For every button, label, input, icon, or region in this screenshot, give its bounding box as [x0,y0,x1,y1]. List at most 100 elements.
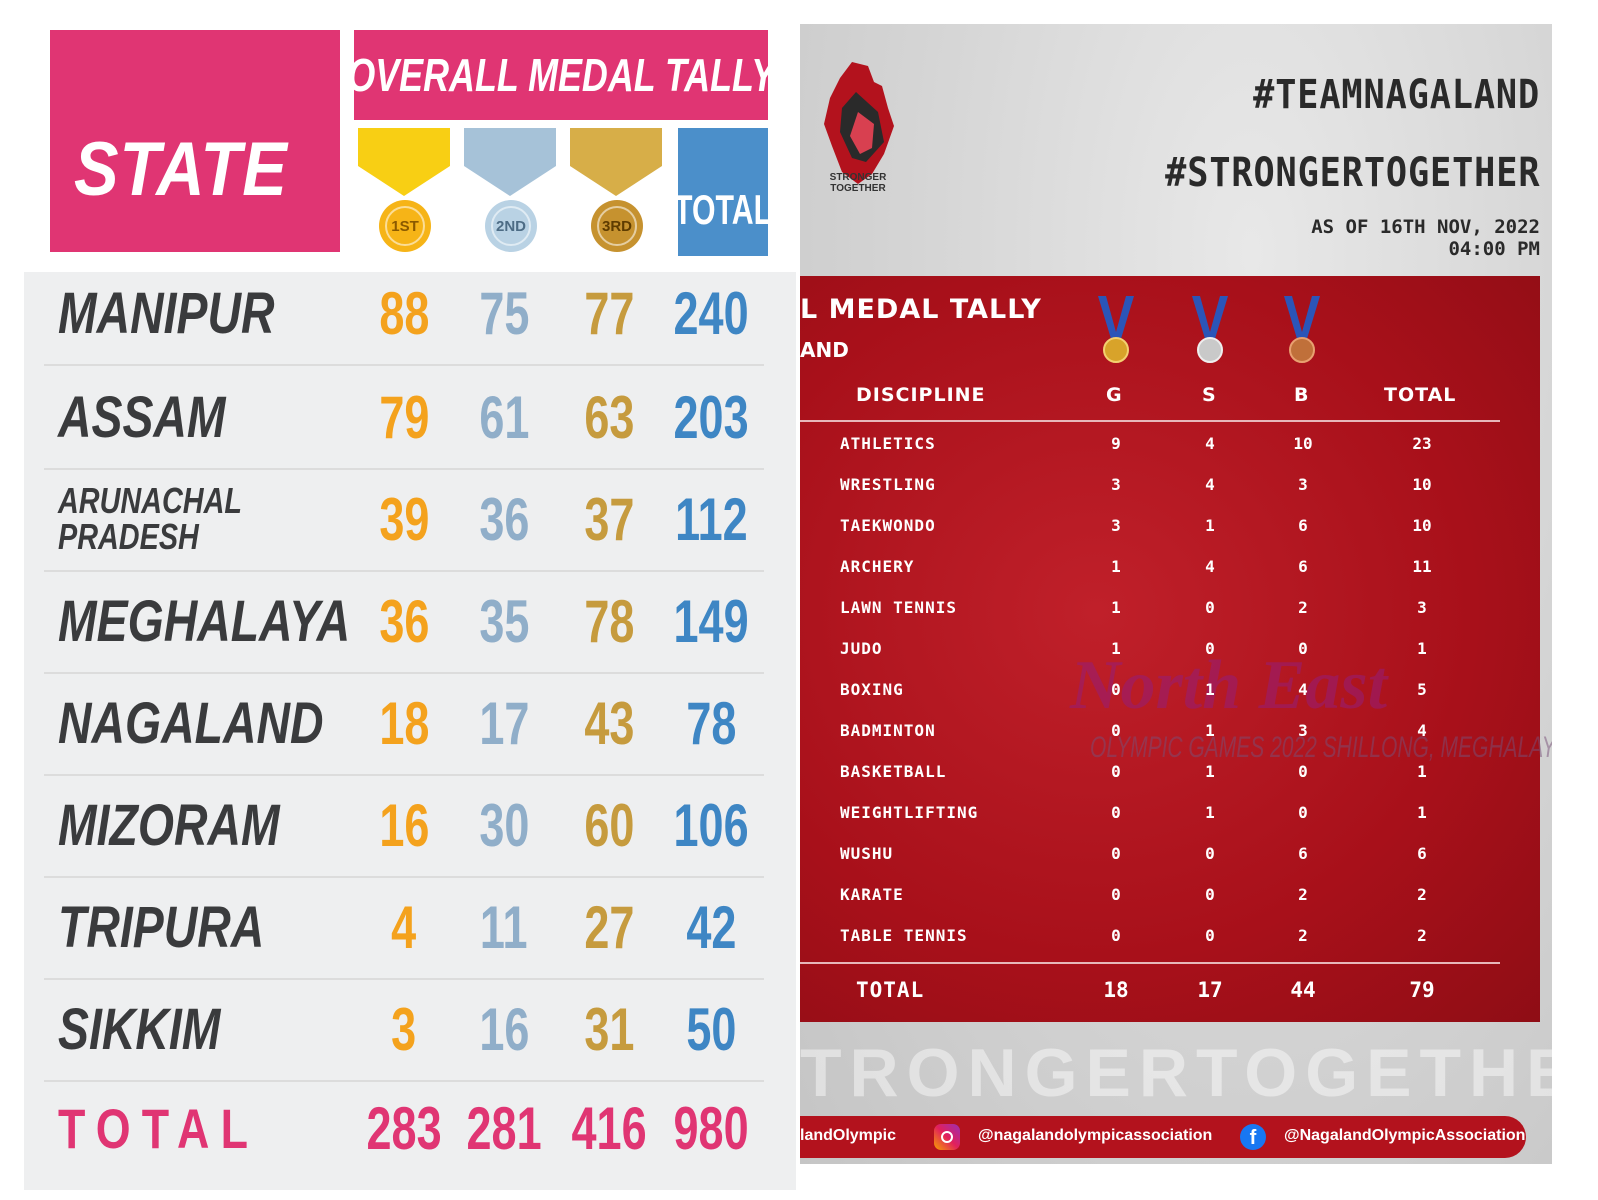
table-row: ASSAM 79 61 63 203 [44,366,764,470]
gold-total: 283 [366,1094,442,1162]
tally-title-banner: OVERALL MEDAL TALLY [347,30,775,120]
bronze-total: 416 [571,1094,647,1162]
table-row: MIZORAM 16 30 60 106 [44,774,764,878]
total-count: 112 [674,485,748,553]
total-count: 149 [673,587,749,655]
north-east-games-watermark: North East [1070,647,1388,724]
gold-count: 36 [378,587,430,655]
panel-subtitle: AND [800,338,849,362]
table-row: TRIPURA 4 11 27 42 [44,876,764,980]
gold-medal-icon: 1ST [358,128,450,256]
gold-count: 16 [378,791,430,859]
total-count: 50 [685,995,737,1063]
bronze-count: 31 [583,995,635,1063]
table-row: NAGALAND 18 17 43 78 [44,672,764,776]
facebook-handle[interactable]: @NagalandOlympicAssociation [1284,1127,1526,1144]
total-count: 78 [685,689,737,757]
gold-count: 3 [391,995,417,1063]
discipline-row: TAEKWONDO 3 1 6 10 [840,516,1432,535]
bronze-count: 63 [583,383,635,451]
discipline-row: BOXING 0 1 4 5 [840,680,1427,699]
stronger-together-logo-icon [824,62,894,184]
silver-count: 30 [478,791,530,859]
gold-medal-icon [1098,296,1134,363]
state-label: STATE [74,127,288,212]
bronze-count: 37 [583,485,635,553]
facebook-icon[interactable]: f [1240,1124,1266,1150]
discipline-row: LAWN TENNIS 1 0 2 3 [840,598,1427,617]
header-discipline: DISCIPLINE [856,384,986,406]
hashtag-team-nagaland: #TEAMNAGALAND [1253,72,1540,118]
discipline-row: WEIGHTLIFTING 0 1 0 1 [840,803,1427,822]
logo-caption: STRONGER TOGETHER [829,172,887,194]
overall-medal-tally-panel: STATE OVERALL MEDAL TALLY 1ST 2ND 3RD TO… [24,30,796,1190]
silver-count: 17 [478,689,530,757]
silver-label: 2ND [491,206,531,246]
total-header-label: TOTAL [674,186,772,233]
bronze-label: 3RD [597,206,637,246]
silver-count: 16 [478,995,530,1063]
as-of-date: AS OF 16TH NOV, 2022 [1311,216,1540,238]
state-name: ASSAM [58,384,226,450]
panel-title: L MEDAL TALLY [800,294,1042,325]
tally-title: OVERALL MEDAL TALLY [347,49,775,101]
table-row: SIKKIM 3 16 31 50 [44,978,764,1082]
olympic-games-subtitle: OLYMPIC GAMES 2022 SHILLONG, MEGHALAYA [1090,731,1552,764]
silver-count: 35 [478,587,530,655]
totals-row: TOTAL 283 281 416 980 [44,1076,764,1180]
total-column-header: TOTAL [674,128,772,256]
footer-handle[interactable]: landOlympic [800,1127,897,1144]
bronze-count: 27 [583,893,635,961]
silver-count: 36 [478,485,530,553]
gold-count: 4 [391,893,417,961]
header-silver: S [1202,384,1217,406]
social-footer: landOlympic @nagalandolympicassociation … [800,1116,1526,1158]
state-name: MIZORAM [58,792,280,858]
table-row: ARUNACHAL PRADESH 39 36 37 112 [44,468,764,572]
discipline-tally-card: L MEDAL TALLY AND DISCIPLINE G S B TOTAL… [800,276,1552,1022]
table-row: MANIPUR 88 75 77 240 [44,262,764,366]
as-of-timestamp: AS OF 16TH NOV, 2022 04:00 PM [1311,216,1540,260]
bronze-medal-icon [1284,296,1320,363]
silver-total: 281 [466,1094,542,1162]
totals-label: TOTAL [58,1096,260,1160]
discipline-row: KARATE 0 0 2 2 [840,885,1427,904]
total-count: 42 [685,893,737,961]
grand-total: 980 [673,1094,749,1162]
stronger-together-watermark: TRONGERTOGETHER [800,1035,1552,1111]
team-nagaland-panel: STRONGER TOGETHER #TEAMNAGALAND #STRONGE… [800,24,1552,1164]
discipline-row: JUDO 1 0 0 1 [840,639,1427,658]
silver-medal-icon [1192,296,1228,363]
instagram-icon[interactable] [934,1124,960,1150]
bronze-medal-icon: 3RD [570,128,662,256]
bronze-count: 77 [583,279,635,347]
discipline-row: BADMINTON 0 1 3 4 [840,721,1427,740]
state-name: MANIPUR [58,280,275,346]
hashtag-stronger-together: #STRONGERTOGETHER [1164,150,1540,196]
bronze-count: 78 [583,587,635,655]
discipline-row: WRESTLING 3 4 3 10 [840,475,1432,494]
bronze-count: 60 [583,791,635,859]
state-name: NAGALAND [58,690,324,756]
bronze-count: 43 [583,689,635,757]
total-count: 106 [673,791,749,859]
silver-count: 61 [478,383,530,451]
discipline-row: ARCHERY 1 4 6 11 [840,557,1432,576]
discipline-totals-row: TOTAL 18 17 44 79 [856,978,1435,1002]
gold-label: 1ST [385,206,425,246]
discipline-row: WUSHU 0 0 6 6 [840,844,1427,863]
silver-medal-icon: 2ND [464,128,556,256]
totals-divider [800,962,1500,964]
discipline-row: ATHLETICS 9 4 10 23 [840,434,1432,453]
state-name: TRIPURA [58,894,265,960]
header-bronze: B [1294,384,1310,406]
gold-count: 18 [378,689,430,757]
state-header: STATE [50,30,340,252]
table-row: MEGHALAYA 36 35 78 149 [44,570,764,674]
header-gold: G [1106,384,1123,406]
state-name: ARUNACHAL PRADESH [58,480,242,557]
as-of-time: 04:00 PM [1448,238,1540,260]
state-table [24,272,796,1190]
instagram-handle[interactable]: @nagalandolympicassociation [978,1127,1213,1144]
header-total: TOTAL [1384,384,1457,406]
